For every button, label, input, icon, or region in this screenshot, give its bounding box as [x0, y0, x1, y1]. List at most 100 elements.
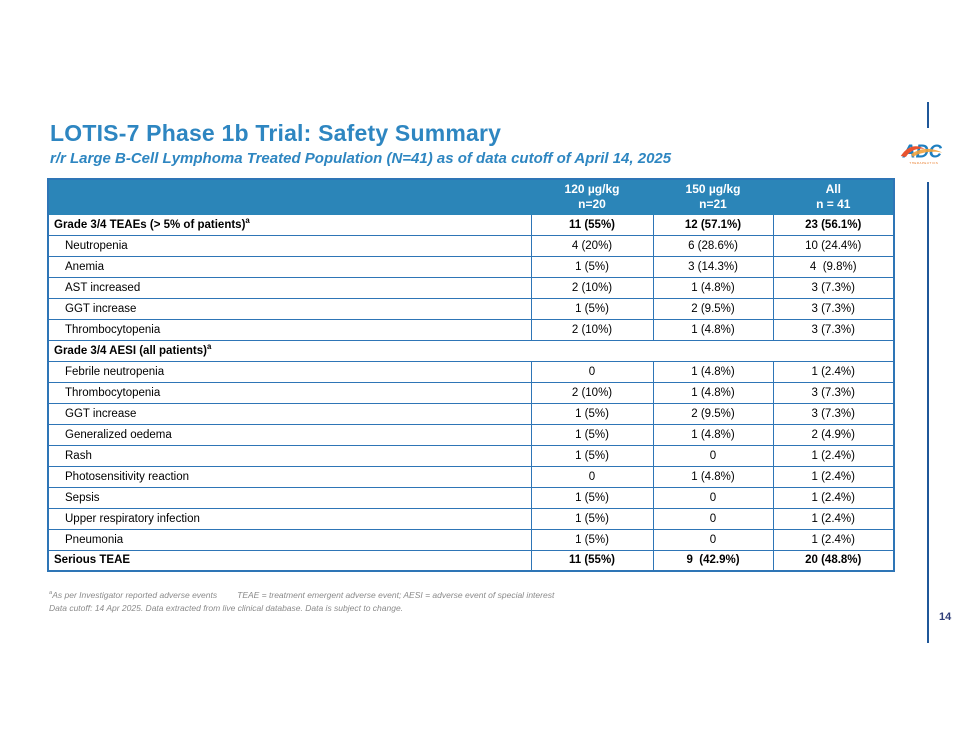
cell-value: 1 (2.4%): [772, 486, 895, 509]
cell-value: 2 (10%): [530, 318, 654, 341]
footnote-superscript: a: [49, 590, 53, 597]
cell-value: 1 (4.8%): [652, 465, 774, 488]
cell-value: 1 (2.4%): [772, 360, 895, 383]
cell-value: 0: [652, 507, 774, 530]
cell-value: 1 (5%): [530, 444, 654, 467]
cell-value: 2 (4.9%): [772, 423, 895, 446]
table-row: Serious TEAE 11 (55%) 9 (42.9%) 20 (48.8%): [47, 549, 895, 572]
cell-value: 1 (4.8%): [652, 423, 774, 446]
cell-value: 0: [652, 444, 774, 467]
cell-value: 3 (7.3%): [772, 276, 895, 299]
footnotes: aAs per Investigator reported adverse ev…: [49, 589, 749, 615]
table-row: GGT increase 1 (5%) 2 (9.5%) 3 (7.3%): [47, 402, 895, 425]
vertical-accent-line-top: [927, 102, 929, 128]
cell-value: 0: [530, 465, 654, 488]
cell-value: 2 (10%): [530, 381, 654, 404]
cell-value: 1 (2.4%): [772, 528, 895, 551]
cell-value: 1 (5%): [530, 423, 654, 446]
row-label: Febrile neutropenia: [47, 360, 532, 383]
row-label: Anemia: [47, 255, 532, 278]
cell-value: 1 (4.8%): [652, 276, 774, 299]
cell-value: 20 (48.8%): [772, 549, 895, 572]
cell-value: 4 (20%): [530, 234, 654, 257]
cell-value: 0: [652, 528, 774, 551]
cell-value: 1 (2.4%): [772, 444, 895, 467]
cell-value: 3 (7.3%): [772, 402, 895, 425]
column-header: 150 µg/kg n=21: [652, 178, 774, 215]
row-label: Neutropenia: [47, 234, 532, 257]
table-row: GGT increase 1 (5%) 2 (9.5%) 3 (7.3%): [47, 297, 895, 320]
page-subtitle: r/r Large B-Cell Lymphoma Treated Popula…: [50, 150, 672, 167]
table-row: Photosensitivity reaction 0 1 (4.8%) 1 (2.4…: [47, 465, 895, 488]
cell-value: 6 (28.6%): [652, 234, 774, 257]
cell-value: 3 (7.3%): [772, 318, 895, 341]
adc-therapeutics-logo: ADC THERAPEUTICS: [899, 138, 951, 174]
cell-value: 10 (24.4%): [772, 234, 895, 257]
footnote-text-a: As per Investigator reported adverse eve…: [52, 590, 218, 600]
row-label: Serious TEAE: [47, 549, 532, 572]
safety-summary-table: 120 µg/kg n=20 150 µg/kg n=21 All n = 41 Grad…: [47, 178, 895, 572]
cell-value: 3 (7.3%): [772, 297, 895, 320]
cell-value: 1 (5%): [530, 402, 654, 425]
cell-value: 9 (42.9%): [652, 549, 774, 572]
cell-value: 1 (5%): [530, 486, 654, 509]
table-row: Grade 3/4 TEAEs (> 5% of patients)a 11 (5…: [47, 213, 895, 236]
row-label: GGT increase: [47, 297, 532, 320]
vertical-accent-line-main: [927, 182, 929, 643]
row-label: Pneumonia: [47, 528, 532, 551]
row-label: Generalized oedema: [47, 423, 532, 446]
footnote-line-2: Data cutoff: 14 Apr 2025. Data extracted…: [49, 603, 404, 614]
table-row: Generalized oedema 1 (5%) 1 (4.8%) 2 (4.9%): [47, 423, 895, 446]
table-header-row: 120 µg/kg n=20 150 µg/kg n=21 All n = 41: [47, 178, 895, 215]
row-label: Grade 3/4 AESI (all patients)a: [47, 339, 895, 362]
table-row: Anemia 1 (5%) 3 (14.3%) 4 (9.8%): [47, 255, 895, 278]
cell-value: 3 (14.3%): [652, 255, 774, 278]
table-row: Rash 1 (5%) 0 1 (2.4%): [47, 444, 895, 467]
page-number: 14: [939, 611, 952, 623]
table-row: Thrombocytopenia 2 (10%) 1 (4.8%) 3 (7.3%): [47, 318, 895, 341]
cell-value: 4 (9.8%): [772, 255, 895, 278]
cell-value: 1 (5%): [530, 255, 654, 278]
cell-value: 1 (5%): [530, 507, 654, 530]
column-header: [47, 178, 532, 215]
cell-value: 2 (10%): [530, 276, 654, 299]
row-label: Upper respiratory infection: [47, 507, 532, 530]
column-header: 120 µg/kg n=20: [530, 178, 654, 215]
row-label: Sepsis: [47, 486, 532, 509]
cell-value: 0: [530, 360, 654, 383]
cell-value: 2 (9.5%): [652, 402, 774, 425]
cell-value: 1 (2.4%): [772, 465, 895, 488]
cell-value: 11 (55%): [530, 549, 654, 572]
cell-value: 1 (2.4%): [772, 507, 895, 530]
safety-table-body: Grade 3/4 TEAEs (> 5% of patients)a 11 (5…: [47, 213, 895, 572]
table-row: Febrile neutropenia 0 1 (4.8%) 1 (2.4%): [47, 360, 895, 383]
cell-value: 11 (55%): [530, 213, 654, 236]
footnote-line-1: aAs per Investigator reported adverse ev…: [49, 589, 749, 602]
column-header: All n = 41: [772, 178, 895, 215]
row-label: Grade 3/4 TEAEs (> 5% of patients)a: [47, 213, 532, 236]
cell-value: 1 (5%): [530, 528, 654, 551]
cell-value: 1 (4.8%): [652, 318, 774, 341]
table-row: Upper respiratory infection 1 (5%) 0 1 (2.4…: [47, 507, 895, 530]
table-row: Sepsis 1 (5%) 0 1 (2.4%): [47, 486, 895, 509]
cell-value: 2 (9.5%): [652, 297, 774, 320]
table-header: 120 µg/kg n=20 150 µg/kg n=21 All n = 41: [47, 178, 895, 215]
cell-value: 1 (4.8%): [652, 381, 774, 404]
table-row: Pneumonia 1 (5%) 0 1 (2.4%): [47, 528, 895, 551]
row-label: Photosensitivity reaction: [47, 465, 532, 488]
table-row: Thrombocytopenia 2 (10%) 1 (4.8%) 3 (7.3%): [47, 381, 895, 404]
table-row: AST increased 2 (10%) 1 (4.8%) 3 (7.3%): [47, 276, 895, 299]
adc-logo-icon: ADC THERAPEUTICS: [900, 142, 943, 165]
cell-value: 1 (5%): [530, 297, 654, 320]
footnote-text-b: TEAE = treatment emergent adverse event;…: [237, 590, 555, 600]
cell-value: 0: [652, 486, 774, 509]
cell-value: 1 (4.8%): [652, 360, 774, 383]
svg-text:THERAPEUTICS: THERAPEUTICS: [909, 161, 938, 165]
row-label: Thrombocytopenia: [47, 381, 532, 404]
table-row: Neutropenia 4 (20%) 6 (28.6%) 10 (24.4%): [47, 234, 895, 257]
cell-value: 3 (7.3%): [772, 381, 895, 404]
page-title: LOTIS-7 Phase 1b Trial: Safety Summary: [50, 120, 502, 146]
cell-value: 12 (57.1%): [652, 213, 774, 236]
table-row: Grade 3/4 AESI (all patients)a: [47, 339, 895, 362]
